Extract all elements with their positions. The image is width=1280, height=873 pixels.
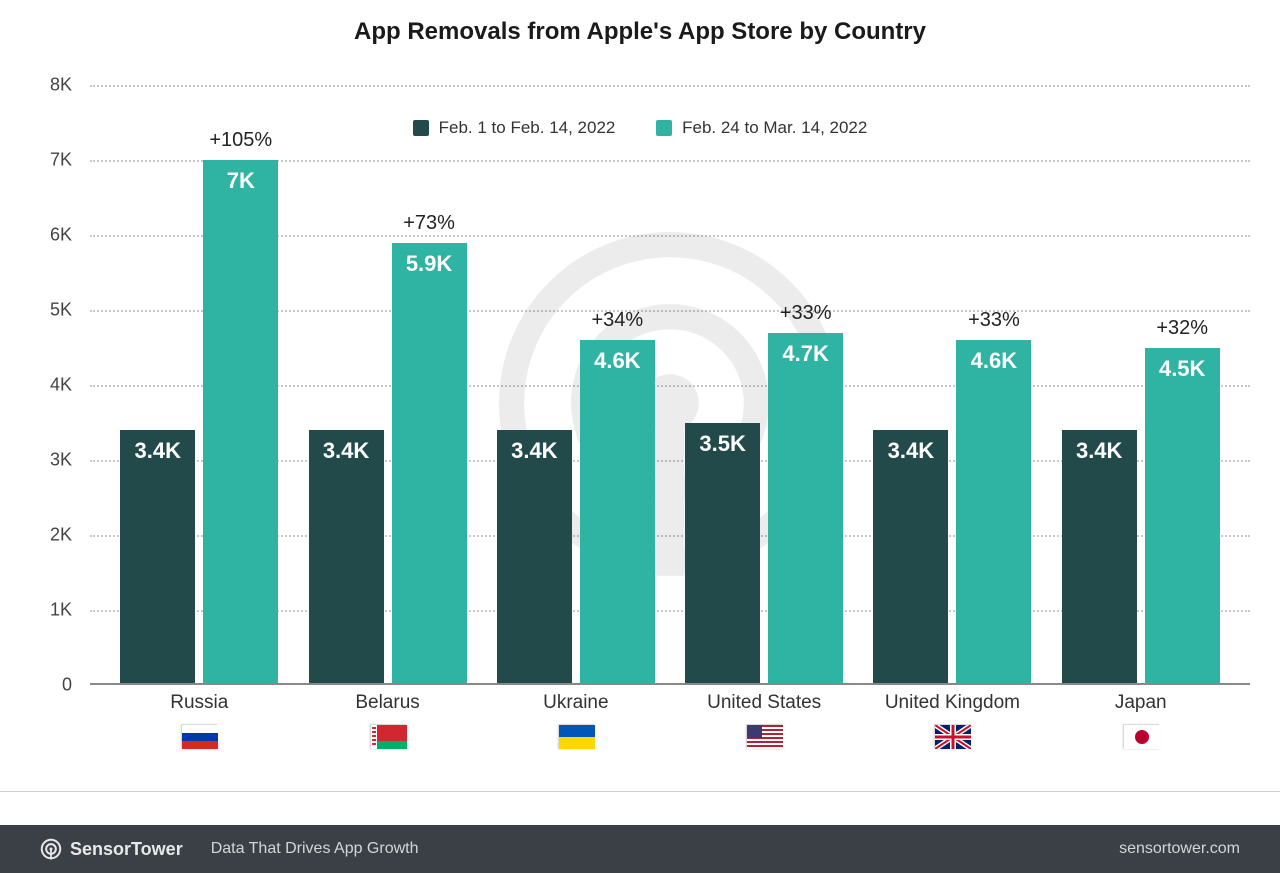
bar-series-a: 3.4K xyxy=(309,430,384,685)
bar-group: 3.4K4.5K+32% xyxy=(1062,85,1220,685)
bar-group: 3.5K4.7K+33% xyxy=(685,85,843,685)
bar-value-label: 4.7K xyxy=(768,341,843,367)
y-tick-label: 5K xyxy=(50,300,72,321)
bar-group: 3.4K4.6K+34% xyxy=(497,85,655,685)
bar-value-label: 7K xyxy=(203,168,278,194)
legend: Feb. 1 to Feb. 14, 2022 Feb. 24 to Mar. … xyxy=(0,118,1280,141)
bar-value-label: 3.4K xyxy=(873,438,948,464)
bar-series-a: 3.4K xyxy=(1062,430,1137,685)
legend-label-1: Feb. 24 to Mar. 14, 2022 xyxy=(682,118,867,138)
bar-series-b: 5.9K xyxy=(392,243,467,686)
percent-change-label: +32% xyxy=(1112,317,1252,340)
bar-series-b: 4.5K xyxy=(1145,348,1220,686)
footer-brand: SensorTower xyxy=(40,838,183,860)
bar-series-b: 4.7K xyxy=(768,333,843,686)
legend-swatch-1 xyxy=(656,120,672,136)
bar-group: 3.4K7K+105% xyxy=(120,85,278,685)
y-axis: 01K2K3K4K5K6K7K8K xyxy=(0,85,90,685)
x-tick-label: United States xyxy=(664,692,864,755)
country-name: Japan xyxy=(1041,692,1241,714)
country-name: Russia xyxy=(99,692,299,714)
country-name: Ukraine xyxy=(476,692,676,714)
y-tick-label: 3K xyxy=(50,450,72,471)
flag-icon xyxy=(1123,724,1159,748)
x-tick-label: Russia xyxy=(99,692,299,755)
flag-icon xyxy=(181,724,217,748)
y-tick-label: 4K xyxy=(50,375,72,396)
bar-series-a: 3.4K xyxy=(873,430,948,685)
bar-group: 3.4K5.9K+73% xyxy=(309,85,467,685)
bars-layer: 3.4K7K+105%3.4K5.9K+73%3.4K4.6K+34%3.5K4… xyxy=(90,85,1250,685)
bar-value-label: 3.5K xyxy=(685,431,760,457)
footer-tagline: Data That Drives App Growth xyxy=(211,840,419,858)
flag-icon xyxy=(558,724,594,748)
percent-change-label: +34% xyxy=(547,309,687,332)
bar-value-label: 5.9K xyxy=(392,251,467,277)
country-name: United Kingdom xyxy=(852,692,1052,714)
x-tick-label: United Kingdom xyxy=(852,692,1052,755)
bar-value-label: 3.4K xyxy=(497,438,572,464)
legend-label-0: Feb. 1 to Feb. 14, 2022 xyxy=(439,118,616,138)
flag-icon xyxy=(746,724,782,748)
percent-change-label: +33% xyxy=(736,302,876,325)
chart-title: App Removals from Apple's App Store by C… xyxy=(0,0,1280,46)
bar-value-label: 3.4K xyxy=(309,438,384,464)
sensortower-logo-icon xyxy=(40,838,62,860)
country-name: United States xyxy=(664,692,864,714)
percent-change-label: +33% xyxy=(924,309,1064,332)
y-tick-label: 0 xyxy=(62,675,72,696)
footer-divider xyxy=(0,791,1280,825)
bar-series-b: 4.6K xyxy=(956,340,1031,685)
legend-item-1: Feb. 24 to Mar. 14, 2022 xyxy=(656,118,867,138)
x-tick-label: Belarus xyxy=(288,692,488,755)
bar-value-label: 4.6K xyxy=(956,348,1031,374)
bar-value-label: 4.5K xyxy=(1145,356,1220,382)
bar-value-label: 3.4K xyxy=(1062,438,1137,464)
bar-series-a: 3.5K xyxy=(685,423,760,686)
bar-series-b: 7K xyxy=(203,160,278,685)
y-tick-label: 6K xyxy=(50,225,72,246)
bar-group: 3.4K4.6K+33% xyxy=(873,85,1031,685)
x-tick-label: Japan xyxy=(1041,692,1241,755)
x-axis-baseline xyxy=(90,683,1250,685)
legend-swatch-0 xyxy=(413,120,429,136)
flag-icon xyxy=(370,724,406,748)
country-name: Belarus xyxy=(288,692,488,714)
y-tick-label: 8K xyxy=(50,75,72,96)
y-tick-label: 1K xyxy=(50,600,72,621)
bar-series-a: 3.4K xyxy=(497,430,572,685)
chart-container: App Removals from Apple's App Store by C… xyxy=(0,0,1280,790)
x-axis-labels: RussiaBelarusUkraineUnited StatesUnited … xyxy=(90,692,1250,782)
footer-url: sensortower.com xyxy=(1119,840,1240,858)
bar-value-label: 3.4K xyxy=(120,438,195,464)
bar-series-a: 3.4K xyxy=(120,430,195,685)
legend-item-0: Feb. 1 to Feb. 14, 2022 xyxy=(413,118,616,138)
footer: SensorTower Data That Drives App Growth … xyxy=(0,825,1280,873)
bar-value-label: 4.6K xyxy=(580,348,655,374)
plot-area: 3.4K7K+105%3.4K5.9K+73%3.4K4.6K+34%3.5K4… xyxy=(90,85,1250,685)
x-tick-label: Ukraine xyxy=(476,692,676,755)
flag-icon xyxy=(934,724,970,748)
y-tick-label: 2K xyxy=(50,525,72,546)
footer-brand-text: SensorTower xyxy=(70,839,183,860)
bar-series-b: 4.6K xyxy=(580,340,655,685)
y-tick-label: 7K xyxy=(50,150,72,171)
percent-change-label: +73% xyxy=(359,212,499,235)
